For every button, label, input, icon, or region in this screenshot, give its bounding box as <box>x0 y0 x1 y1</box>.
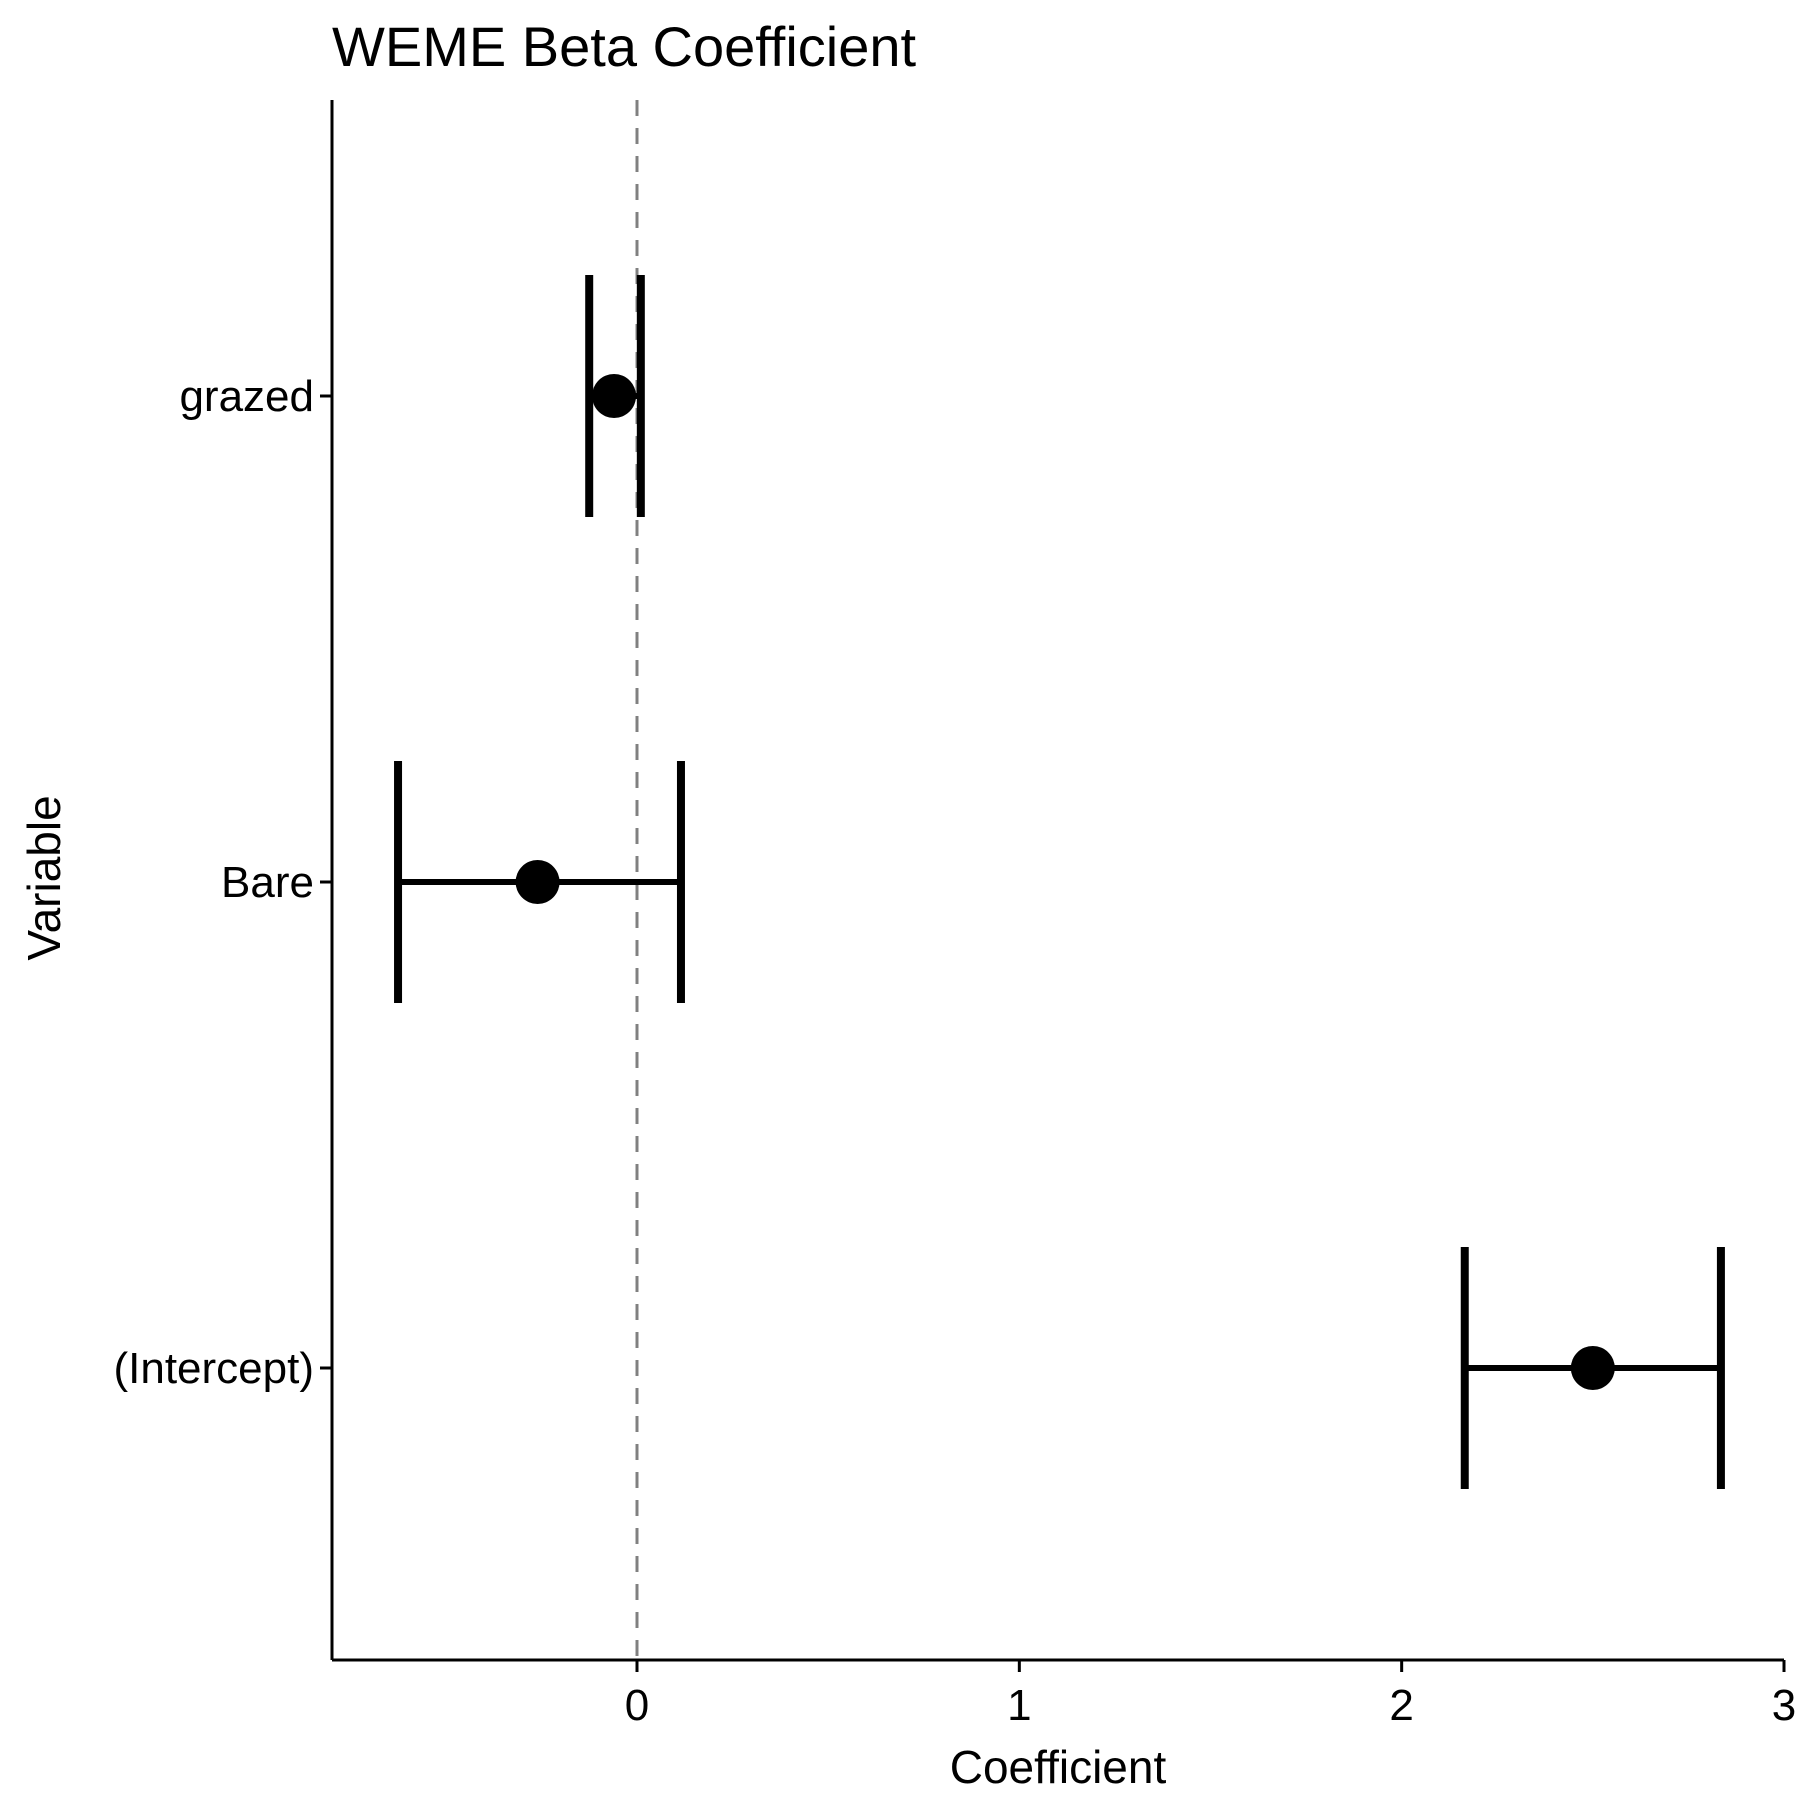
y-tick-label: Bare <box>221 858 314 907</box>
x-tick-label: 2 <box>1389 1681 1413 1730</box>
y-tick-label: grazed <box>179 372 314 421</box>
chart-title: WEME Beta Coefficient <box>332 15 917 78</box>
x-axis-title: Coefficient <box>950 1741 1167 1793</box>
x-tick-label: 1 <box>1007 1681 1031 1730</box>
y-tick-label: (Intercept) <box>113 1344 314 1393</box>
estimate-point <box>1570 1346 1615 1390</box>
y-axis-title: Variable <box>18 795 70 960</box>
estimate-point <box>592 374 637 418</box>
estimate-point <box>515 860 560 904</box>
plot-area: 0 1 2 3 grazed Bare (Intercept) <box>113 100 1796 1730</box>
x-tick-label: 0 <box>625 1681 649 1730</box>
x-tick-label: 3 <box>1772 1681 1796 1730</box>
